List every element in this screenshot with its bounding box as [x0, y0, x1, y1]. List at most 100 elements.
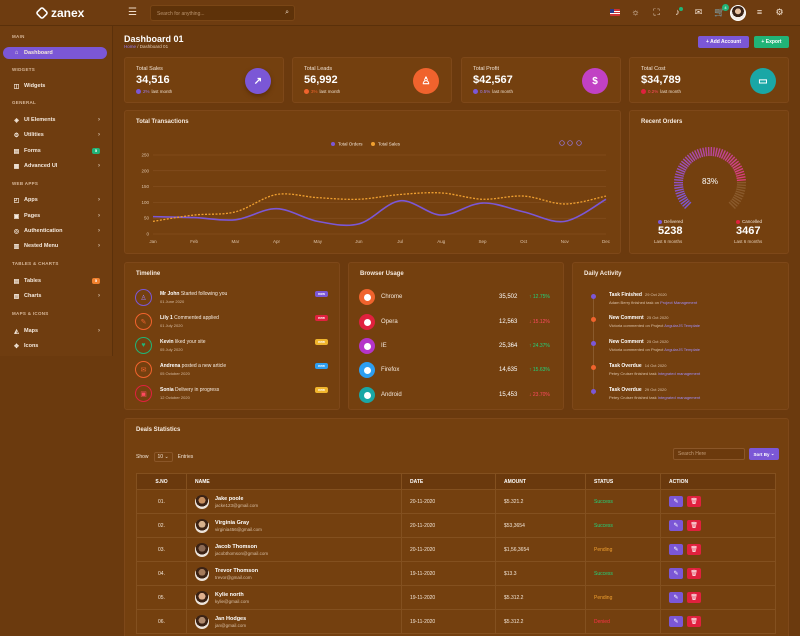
- like-icon: ♥: [135, 337, 152, 354]
- add-account-button[interactable]: + Add Account: [698, 36, 749, 48]
- column-header[interactable]: DATE: [401, 473, 496, 490]
- delete-icon[interactable]: 🗑: [687, 568, 701, 579]
- sidebar-item-label: Tables: [24, 278, 42, 284]
- x-tick-label: Oct: [520, 239, 528, 244]
- flag-icon[interactable]: [610, 9, 620, 16]
- sidebar-item-nested-menu[interactable]: ▥ Nested Menu ›: [3, 240, 107, 252]
- column-header[interactable]: AMOUNT: [495, 473, 586, 490]
- edit-icon[interactable]: ✎: [669, 520, 683, 531]
- avatar: [195, 590, 209, 605]
- sidebar-item-label: Authentication: [24, 228, 63, 234]
- stat-value: 56,992: [304, 74, 338, 86]
- column-header[interactable]: ACTION: [660, 473, 776, 490]
- sidebar-item-pages[interactable]: ▣ Pages ›: [3, 210, 107, 222]
- sidebar-item-tables[interactable]: ▤ Tables 5: [3, 275, 107, 287]
- ie-icon: [359, 338, 375, 354]
- delete-icon[interactable]: 🗑: [687, 496, 701, 507]
- x-tick-label: Feb: [190, 239, 198, 244]
- row-name-cell: Virginia Gray virginia456@gmail.com: [186, 513, 402, 538]
- sidebar-item-widgets[interactable]: ◫ Widgets: [3, 80, 107, 92]
- row-name-cell: Jan Hodges jan@gmail.com: [186, 609, 402, 634]
- delete-icon[interactable]: 🗑: [687, 520, 701, 531]
- search-input[interactable]: [157, 8, 277, 19]
- gauge-tick: [676, 167, 686, 173]
- stat-value: 34,516: [136, 74, 170, 86]
- row-actions: ✎ 🗑: [660, 561, 776, 586]
- edit-icon[interactable]: ✎: [669, 592, 683, 603]
- sidebar-item-maps[interactable]: ◭ Maps ›: [3, 325, 107, 337]
- app-logo[interactable]: zanex: [35, 6, 84, 20]
- edit-icon[interactable]: ✎: [669, 544, 683, 555]
- gauge-tick: [724, 152, 731, 162]
- section-web-apps: WEB APPS: [12, 181, 39, 186]
- column-header[interactable]: NAME: [186, 473, 402, 490]
- layout-icon: ▦: [13, 163, 20, 170]
- user-avatar[interactable]: [730, 5, 746, 21]
- legend-marker-total-sales: [371, 142, 375, 146]
- gauge-tick: [729, 158, 738, 166]
- sidebar-item-advanced-ui[interactable]: ▦ Advanced UI ›: [3, 160, 107, 172]
- page-size-select[interactable]: 10 ⌄: [153, 452, 173, 462]
- row-sno: 01.: [136, 489, 187, 514]
- notification-bell-icon[interactable]: ♪: [672, 7, 683, 18]
- sidebar-item-forms[interactable]: ▤ Forms 5: [3, 145, 107, 157]
- row-actions: ✎ 🗑: [660, 609, 776, 634]
- delete-icon[interactable]: 🗑: [687, 616, 701, 627]
- row-sno: 02.: [136, 513, 187, 538]
- menu-toggle-icon[interactable]: ☰: [128, 7, 137, 18]
- message-icon[interactable]: ✉: [694, 7, 703, 17]
- x-tick-label: Jul: [397, 239, 403, 244]
- series-line-total-sales: [152, 192, 607, 223]
- legend-label-total-orders: Total Orders: [338, 142, 363, 147]
- edit-icon[interactable]: ✎: [669, 568, 683, 579]
- table-icon: ▤: [13, 278, 20, 285]
- cart-icon[interactable]: 🛒 4: [714, 4, 729, 18]
- card-title: Browser Usage: [360, 271, 404, 277]
- timeline-item: ♙ Mr John Started following you 01 June …: [135, 289, 335, 311]
- row-sno: 05.: [136, 585, 187, 610]
- more-menu-icon[interactable]: ≡: [756, 7, 763, 17]
- gauge-tick: [686, 154, 694, 163]
- timeline-item: ✎ Lily 1 Commented applied 01 July 2020 …: [135, 313, 335, 335]
- sort-by-button[interactable]: Sort By ⌄: [749, 448, 779, 460]
- delivered-label: Delivered: [658, 219, 683, 224]
- sidebar-item-ui-elements[interactable]: ◈ UI Elements ›: [3, 114, 107, 126]
- sidebar-item-icons[interactable]: ✥ Icons: [3, 340, 107, 352]
- section-general: GENERAL: [12, 100, 37, 105]
- sidebar-item-apps[interactable]: ◰ Apps ›: [3, 194, 107, 206]
- sidebar-item-label: Utilities: [24, 132, 44, 138]
- y-tick-label: 50: [144, 216, 150, 221]
- search-icon[interactable]: ⌕: [285, 9, 289, 16]
- chevron-right-icon: ›: [98, 213, 100, 219]
- y-tick-label: 250: [141, 153, 149, 158]
- sidebar-item-dashboard[interactable]: ⌂ Dashboard: [3, 47, 107, 59]
- row-sno: 03.: [136, 537, 187, 562]
- row-amount: $5.321.2: [495, 489, 586, 514]
- delete-icon[interactable]: 🗑: [687, 544, 701, 555]
- theme-toggle-icon[interactable]: ☼: [631, 7, 640, 17]
- sidebar-item-charts[interactable]: ▧ Charts ›: [3, 290, 107, 302]
- column-header[interactable]: STATUS: [585, 473, 661, 490]
- column-header[interactable]: S.NO: [136, 473, 187, 490]
- fullscreen-icon[interactable]: ⛶: [653, 7, 660, 17]
- edit-icon[interactable]: ✎: [669, 496, 683, 507]
- gauge-tick: [720, 150, 726, 159]
- settings-gear-icon[interactable]: ⚙: [775, 7, 784, 17]
- browser-row-firefox: Firefox 14,635 ↑ 15.63%: [359, 362, 555, 380]
- gauge-tick: [730, 199, 738, 207]
- cube-icon: ◈: [14, 117, 19, 124]
- sidebar-item-authentication[interactable]: ◎ Authentication ›: [3, 225, 107, 237]
- x-tick-label: Nov: [561, 239, 570, 244]
- filter-input[interactable]: [678, 449, 744, 459]
- row-name: Jan Hodges: [215, 615, 247, 622]
- count-badge: 5: [92, 148, 100, 154]
- gauge-tick: [731, 198, 740, 205]
- delete-icon[interactable]: 🗑: [687, 592, 701, 603]
- gauge-tick: [679, 162, 688, 169]
- edit-icon[interactable]: ✎: [669, 616, 683, 627]
- breadcrumb-home[interactable]: Home: [124, 44, 137, 49]
- row-status: Pending: [585, 537, 661, 562]
- sidebar-item-utilities[interactable]: ⚙ Utilities ›: [3, 129, 107, 141]
- export-button[interactable]: + Export: [754, 36, 789, 48]
- gauge-tick: [674, 173, 685, 177]
